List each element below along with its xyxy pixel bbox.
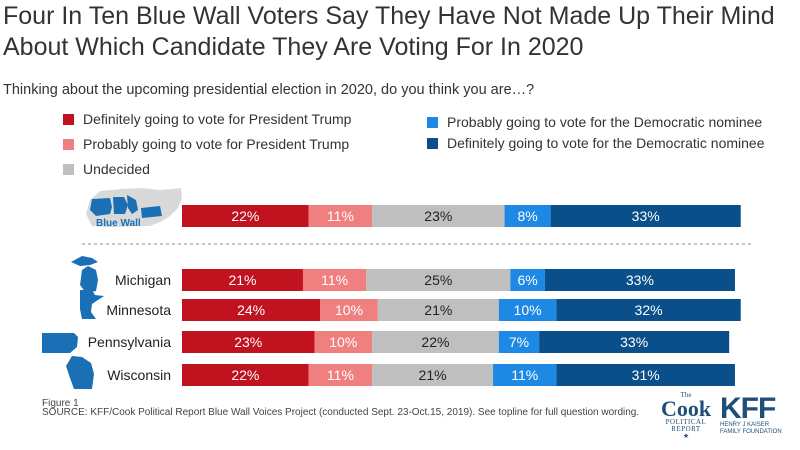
- bar-segment-probably-dem: [510, 269, 545, 291]
- category-labels-group: Michigan Minnesota Pennsylvania Wisconsin: [88, 272, 171, 383]
- category-label: Pennsylvania: [88, 334, 171, 350]
- data-label: 10%: [329, 334, 357, 350]
- legend-swatch: [63, 139, 74, 150]
- kff-logo-line2: FAMILY FOUNDATION: [720, 429, 782, 435]
- legend-item-undecided: Undecided: [63, 161, 150, 177]
- data-label: 11%: [511, 367, 538, 383]
- legend-item-probably-trump: Probably going to vote for President Tru…: [63, 136, 349, 152]
- legend-item-definitely-trump: Definitely going to vote for President T…: [63, 111, 351, 127]
- source-note: SOURCE: KFF/Cook Political Report Blue W…: [42, 407, 640, 418]
- bar-segment-probably-trump: [302, 269, 367, 291]
- data-label: 10%: [335, 302, 363, 318]
- data-label: 21%: [424, 302, 452, 318]
- data-label: 24%: [237, 302, 265, 318]
- data-label: 21%: [228, 272, 256, 288]
- category-label: Minnesota: [106, 302, 171, 318]
- chart-title: Four In Ten Blue Wall Voters Say They Ha…: [3, 2, 775, 61]
- data-label: 6%: [517, 272, 537, 288]
- bar-segment-definitely-dem: [556, 364, 735, 386]
- category-label: Michigan: [115, 272, 171, 288]
- bar-segment-probably-trump: [308, 205, 373, 227]
- data-label: 22%: [231, 208, 259, 224]
- bars-group: 22% 11% 23% 8% 33% 21% 11% 25% 6% 33% 24% 10% 21% 10%…: [182, 205, 741, 386]
- bar-segment-probably-trump: [320, 299, 378, 321]
- data-label: 23%: [424, 208, 452, 224]
- data-label: 23%: [234, 334, 262, 350]
- minnesota-map-icon: [80, 290, 104, 319]
- bar-segment-undecided: [366, 269, 511, 291]
- bar-segment-definitely-trump: [182, 364, 309, 386]
- michigan-map-icon: [71, 256, 98, 293]
- bar-segment-probably-dem: [498, 331, 540, 353]
- legend-label: Probably going to vote for President Tru…: [83, 136, 350, 152]
- bar-segment-definitely-trump: [182, 331, 315, 353]
- kff-logo: KFF HENRY J KAISER FAMILY FOUNDATION: [720, 392, 795, 436]
- bar-segment-probably-dem: [493, 364, 557, 386]
- data-label: 32%: [635, 302, 663, 318]
- data-label: 21%: [419, 367, 447, 383]
- bar-segment-undecided: [372, 205, 505, 227]
- figure-label: Figure 1: [42, 398, 79, 409]
- data-label: 8%: [517, 208, 537, 224]
- bar-segment-definitely-dem: [556, 299, 741, 321]
- wisconsin-map-icon: [66, 356, 94, 389]
- pennsylvania-map-icon: [42, 333, 78, 353]
- cook-logo-name: Cook: [660, 396, 712, 421]
- bar-segment-definitely-dem: [544, 269, 735, 291]
- data-label: 11%: [327, 208, 354, 224]
- bar-segment-probably-dem: [498, 299, 557, 321]
- category-label: Wisconsin: [107, 367, 171, 383]
- legend-swatch: [427, 117, 438, 128]
- bar-segment-undecided: [377, 299, 499, 321]
- bar-segment-definitely-dem: [539, 331, 730, 353]
- data-label: 7%: [509, 334, 529, 350]
- data-label: 33%: [620, 334, 648, 350]
- bar-segment-undecided: [372, 331, 499, 353]
- blue-wall-map-label: Blue Wall: [96, 218, 141, 229]
- bar-segment-probably-dem: [504, 205, 551, 227]
- legend-label: Probably going to vote for the Democrati…: [447, 114, 763, 130]
- legend-label: Undecided: [83, 161, 150, 177]
- data-label: 11%: [321, 272, 348, 288]
- data-label: 31%: [632, 367, 660, 383]
- bar-segment-probably-trump: [314, 331, 373, 353]
- data-label: 33%: [626, 272, 654, 288]
- cook-logo-star: ★: [682, 432, 690, 440]
- legend-item-probably-dem: Probably going to vote for the Democrati…: [427, 114, 762, 130]
- data-label: 22%: [421, 334, 449, 350]
- bar-segment-definitely-trump: [182, 269, 303, 291]
- legend-swatch: [63, 114, 74, 125]
- chart-subtitle: Thinking about the upcoming presidential…: [3, 82, 535, 98]
- legend-swatch: [427, 138, 438, 149]
- data-label: 25%: [424, 272, 452, 288]
- cook-political-report-logo: The Cook POLITICAL REPORT ★: [655, 392, 717, 440]
- bar-segment-definitely-trump: [182, 205, 309, 227]
- legend-swatch: [63, 164, 74, 175]
- bar-segment-undecided: [372, 364, 494, 386]
- legend-label: Definitely going to vote for the Democra…: [447, 135, 765, 151]
- data-label: 22%: [231, 367, 259, 383]
- bar-segment-probably-trump: [308, 364, 373, 386]
- legend-item-definitely-dem: Definitely going to vote for the Democra…: [427, 135, 765, 151]
- bar-segment-definitely-dem: [550, 205, 741, 227]
- bar-segment-definitely-trump: [182, 299, 321, 321]
- cook-logo-the: The: [680, 391, 692, 399]
- kff-logo-line1: HENRY J KAISER: [720, 422, 770, 428]
- blue-wall-map-icon: Blue Wall: [86, 188, 182, 229]
- legend-label: Definitely going to vote for President T…: [83, 111, 352, 127]
- cook-logo-line2: REPORT: [671, 425, 701, 433]
- cook-logo-line1: POLITICAL: [665, 418, 707, 426]
- kff-logo-name: KFF: [720, 392, 776, 425]
- data-label: 10%: [514, 302, 542, 318]
- data-label: 11%: [327, 367, 354, 383]
- data-label: 33%: [632, 208, 660, 224]
